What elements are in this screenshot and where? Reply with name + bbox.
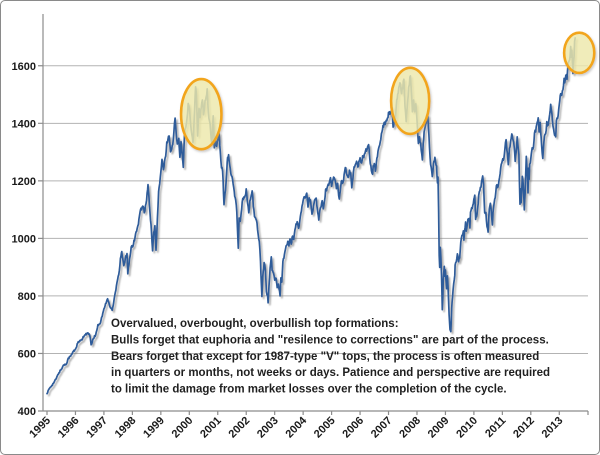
y-tick-label: 1000 — [12, 233, 36, 245]
x-tick-label-text: 1996 — [56, 415, 82, 441]
gridlines — [43, 65, 588, 354]
x-tick-label: 2004 — [283, 414, 309, 440]
x-tick-label: 1996 — [56, 415, 82, 441]
x-tick-label-text: 2007 — [369, 415, 395, 441]
x-tick-label: 2011 — [483, 415, 508, 440]
x-tick-label: 2000 — [170, 415, 196, 441]
x-tick-labels: 1995 1996 1997 1998 1999 2000 2001 2002 2003 2004… — [27, 414, 565, 440]
x-tick-label-text: 2006 — [340, 415, 366, 441]
x-tick-label: 1999 — [141, 415, 167, 441]
x-tick-label: 2007 — [369, 415, 395, 441]
x-tick-label: 2002 — [227, 415, 253, 441]
x-tick-label-text: 1999 — [141, 415, 167, 441]
y-tick-label: 1600 — [12, 61, 36, 73]
y-tick-label: 600 — [18, 348, 36, 360]
x-tick-label-text: 1995 — [27, 415, 53, 441]
x-tick-label-text: 2011 — [483, 415, 508, 440]
x-tick-label-text: 2000 — [170, 415, 196, 441]
x-tick-label: 2008 — [397, 415, 423, 441]
x-tick-label-text: 2010 — [454, 415, 480, 441]
highlight-ellipses — [179, 31, 596, 151]
top-formation-2013-ellipse — [562, 31, 596, 75]
x-tick-label-text: 2009 — [426, 415, 452, 441]
y-tick-labels: 400 600 800 1000 1200 1400 1600 — [12, 61, 36, 418]
x-tick-label-text: 1997 — [84, 415, 110, 441]
y-tick-label: 1200 — [12, 176, 36, 188]
x-tick-label-text: 2008 — [397, 415, 423, 441]
annotation-line: to limit the damage from market losses o… — [111, 384, 507, 396]
x-tick-label: 2013 — [540, 415, 566, 441]
x-tick-label: 1997 — [84, 415, 110, 441]
top-formation-2007-ellipse — [389, 66, 431, 136]
x-tick-label: 2003 — [255, 415, 281, 441]
x-tick-label-text: 2004 — [283, 414, 309, 440]
x-tick-label: 2009 — [426, 415, 452, 441]
x-tick-label: 2006 — [340, 415, 366, 441]
x-tick-label-text: 2001 — [198, 415, 224, 441]
axes — [38, 14, 589, 415]
y-tick-label: 400 — [18, 406, 36, 418]
x-tick-label-text: 1998 — [113, 415, 139, 441]
x-tick-label: 2010 — [454, 415, 480, 441]
x-tick-label-text: 2012 — [511, 415, 537, 441]
y-tick-label: 800 — [18, 291, 36, 303]
annotation-text: Overvalued, overbought, overbullish top … — [111, 318, 550, 396]
x-tick-label: 2005 — [312, 415, 338, 441]
x-tick-label-text: 2002 — [227, 415, 253, 441]
x-tick-label-text: 2003 — [255, 415, 281, 441]
y-tick-label: 1400 — [12, 118, 36, 130]
price-line — [46, 37, 577, 395]
x-tick-label-text: 2005 — [312, 415, 338, 441]
sp500-series-path — [46, 37, 577, 395]
x-tick-label: 1998 — [113, 415, 139, 441]
annotation-line: Bears forget that except for 1987-type "… — [111, 351, 539, 363]
annotation-line: Overvalued, overbought, overbullish top … — [111, 318, 399, 330]
top-formation-2000-ellipse — [179, 77, 223, 151]
annotation-line: in quarters or months, not weeks or days… — [111, 367, 550, 379]
annotation-line: Bulls forget that euphoria and "resilenc… — [111, 334, 549, 346]
x-tick-label-text: 2013 — [540, 415, 566, 441]
x-tick-label: 2001 — [198, 415, 224, 441]
x-tick-label: 2012 — [511, 415, 537, 441]
x-tick-label: 1995 — [27, 415, 53, 441]
